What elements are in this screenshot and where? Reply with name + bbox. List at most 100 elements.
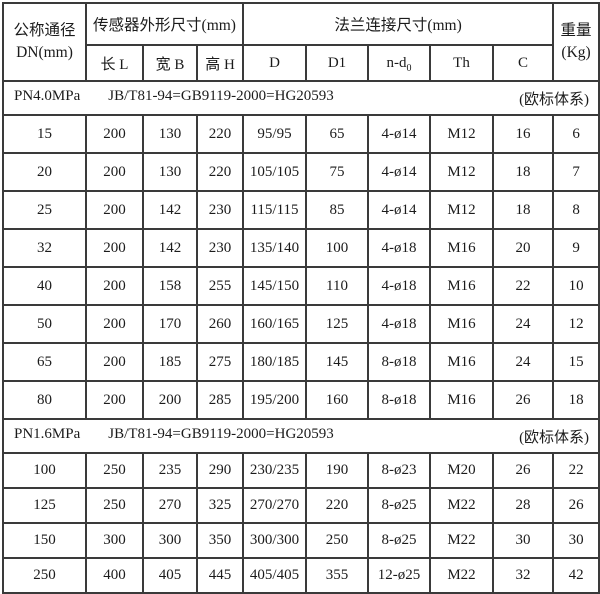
cell-b: 185 (142, 342, 198, 382)
dn-label-line2: DN(mm) (16, 44, 73, 61)
cell-nd0: 4-ø18 (367, 266, 431, 306)
cell-d: 270/270 (242, 487, 307, 524)
cell-nd0: 8-ø25 (367, 522, 431, 559)
cell-th: M12 (429, 114, 494, 154)
cell-c: 24 (491, 342, 555, 382)
cell-th: M16 (429, 304, 494, 344)
cell-h: 445 (196, 557, 244, 594)
col-header-d: D (242, 44, 307, 82)
n-d0-text: n-d (386, 54, 407, 71)
cell-b: 130 (142, 114, 198, 154)
weight-label-line2: (Kg) (561, 44, 591, 61)
cell-l: 200 (85, 152, 144, 192)
standard-reference: JB/T81-94=GB9119-2000=HG20593 (108, 425, 334, 442)
cell-d: 160/165 (242, 304, 307, 344)
cell-d: 180/185 (242, 342, 307, 382)
cell-d1: 65 (305, 114, 369, 154)
table-row: 250 400 405 445 405/405 355 12-ø25 M22 32 42 (2, 557, 600, 594)
pressure-section-row: (欧标体系) PN4.0MPa JB/T81-94=GB9119-2000=HG20… (1, 80, 600, 116)
cell-th: M22 (429, 487, 494, 524)
pressure-rating-label: PN4.0MPa (14, 87, 81, 104)
n-d0-subscript: 0 (406, 62, 412, 74)
cell-h: 255 (196, 266, 244, 306)
cell-d: 135/140 (242, 228, 307, 268)
table-row: 15 200 130 220 95/95 65 4-ø14 M12 16 6 (2, 114, 600, 154)
table-row: 25 200 142 230 115/115 85 4-ø14 M12 18 8 (2, 190, 600, 230)
col-header-dn: 公称通径 DN(mm) (2, 2, 87, 82)
table-row: 80 200 200 285 195/200 160 8-ø18 M16 26 18 (2, 380, 600, 420)
cell-c: 26 (491, 380, 555, 420)
standard-note: (欧标体系) (519, 429, 590, 446)
col-header-d1: D1 (305, 44, 369, 82)
cell-dn: 80 (2, 380, 87, 420)
cell-nd0: 8-ø25 (367, 487, 431, 524)
cell-l: 300 (85, 522, 144, 559)
cell-l: 200 (85, 266, 144, 306)
cell-h: 230 (196, 228, 244, 268)
cell-th: M12 (429, 190, 494, 230)
cell-d1: 355 (305, 557, 369, 594)
cell-d: 405/405 (242, 557, 307, 594)
cell-h: 285 (196, 380, 244, 420)
cell-d1: 190 (305, 452, 369, 489)
cell-l: 200 (85, 228, 144, 268)
cell-th: M12 (429, 152, 494, 192)
cell-d: 195/200 (242, 380, 307, 420)
cell-dn: 25 (2, 190, 87, 230)
cell-dn: 150 (2, 522, 87, 559)
cell-nd0: 4-ø14 (367, 190, 431, 230)
cell-th: M16 (429, 228, 494, 268)
cell-d1: 220 (305, 487, 369, 524)
cell-th: M16 (429, 266, 494, 306)
cell-nd0: 4-ø18 (367, 304, 431, 344)
cell-h: 220 (196, 152, 244, 192)
cell-h: 350 (196, 522, 244, 559)
pressure-rating-label: PN1.6MPa (14, 425, 81, 442)
cell-l: 400 (85, 557, 144, 594)
col-header-th: Th (429, 44, 494, 82)
table-row: 125 250 270 325 270/270 220 8-ø25 M22 28 26 (2, 487, 600, 524)
cell-c: 16 (491, 114, 555, 154)
pressure-section-cell: (欧标体系) PN1.6MPa JB/T81-94=GB9119-2000=HG20… (1, 418, 600, 454)
cell-h: 230 (196, 190, 244, 230)
cell-c: 18 (491, 152, 555, 192)
cell-dn: 100 (2, 452, 87, 489)
weight-label-line1: 重量 (560, 21, 592, 39)
cell-d: 105/105 (242, 152, 307, 192)
cell-dn: 125 (2, 487, 87, 524)
cell-dn: 15 (2, 114, 87, 154)
cell-d: 300/300 (242, 522, 307, 559)
cell-weight: 8 (552, 190, 600, 230)
cell-h: 275 (196, 342, 244, 382)
cell-b: 200 (142, 380, 198, 420)
cell-dn: 250 (2, 557, 87, 594)
cell-nd0: 8-ø18 (367, 380, 431, 420)
table-row: 100 250 235 290 230/235 190 8-ø23 M20 26 22 (2, 452, 600, 489)
cell-weight: 10 (552, 266, 600, 306)
cell-c: 18 (491, 190, 555, 230)
col-header-height-h: 高 H (196, 44, 244, 82)
cell-b: 142 (142, 228, 198, 268)
cell-weight: 7 (552, 152, 600, 192)
cell-d1: 160 (305, 380, 369, 420)
cell-c: 26 (491, 452, 555, 489)
col-header-c: C (491, 44, 555, 82)
cell-h: 260 (196, 304, 244, 344)
cell-c: 22 (491, 266, 555, 306)
table-header: 公称通径 DN(mm) 传感器外形尺寸(mm) 法兰连接尺寸(mm) 重量 (K… (2, 2, 600, 82)
cell-b: 130 (142, 152, 198, 192)
col-header-length-l: 长 L (85, 44, 144, 82)
cell-th: M20 (429, 452, 494, 489)
cell-d1: 145 (305, 342, 369, 382)
cell-weight: 22 (552, 452, 600, 489)
table-row: 40 200 158 255 145/150 110 4-ø18 M16 22 10 (2, 266, 600, 306)
table-row: 50 200 170 260 160/165 125 4-ø18 M16 24 12 (2, 304, 600, 344)
cell-l: 250 (85, 452, 144, 489)
cell-weight: 30 (552, 522, 600, 559)
col-group-flange-dimensions: 法兰连接尺寸(mm) (241, 2, 555, 46)
cell-weight: 9 (552, 228, 600, 268)
cell-c: 24 (491, 304, 555, 344)
cell-d1: 100 (305, 228, 369, 268)
dn-label-line1: 公称通径 (13, 21, 76, 39)
cell-dn: 20 (2, 152, 87, 192)
